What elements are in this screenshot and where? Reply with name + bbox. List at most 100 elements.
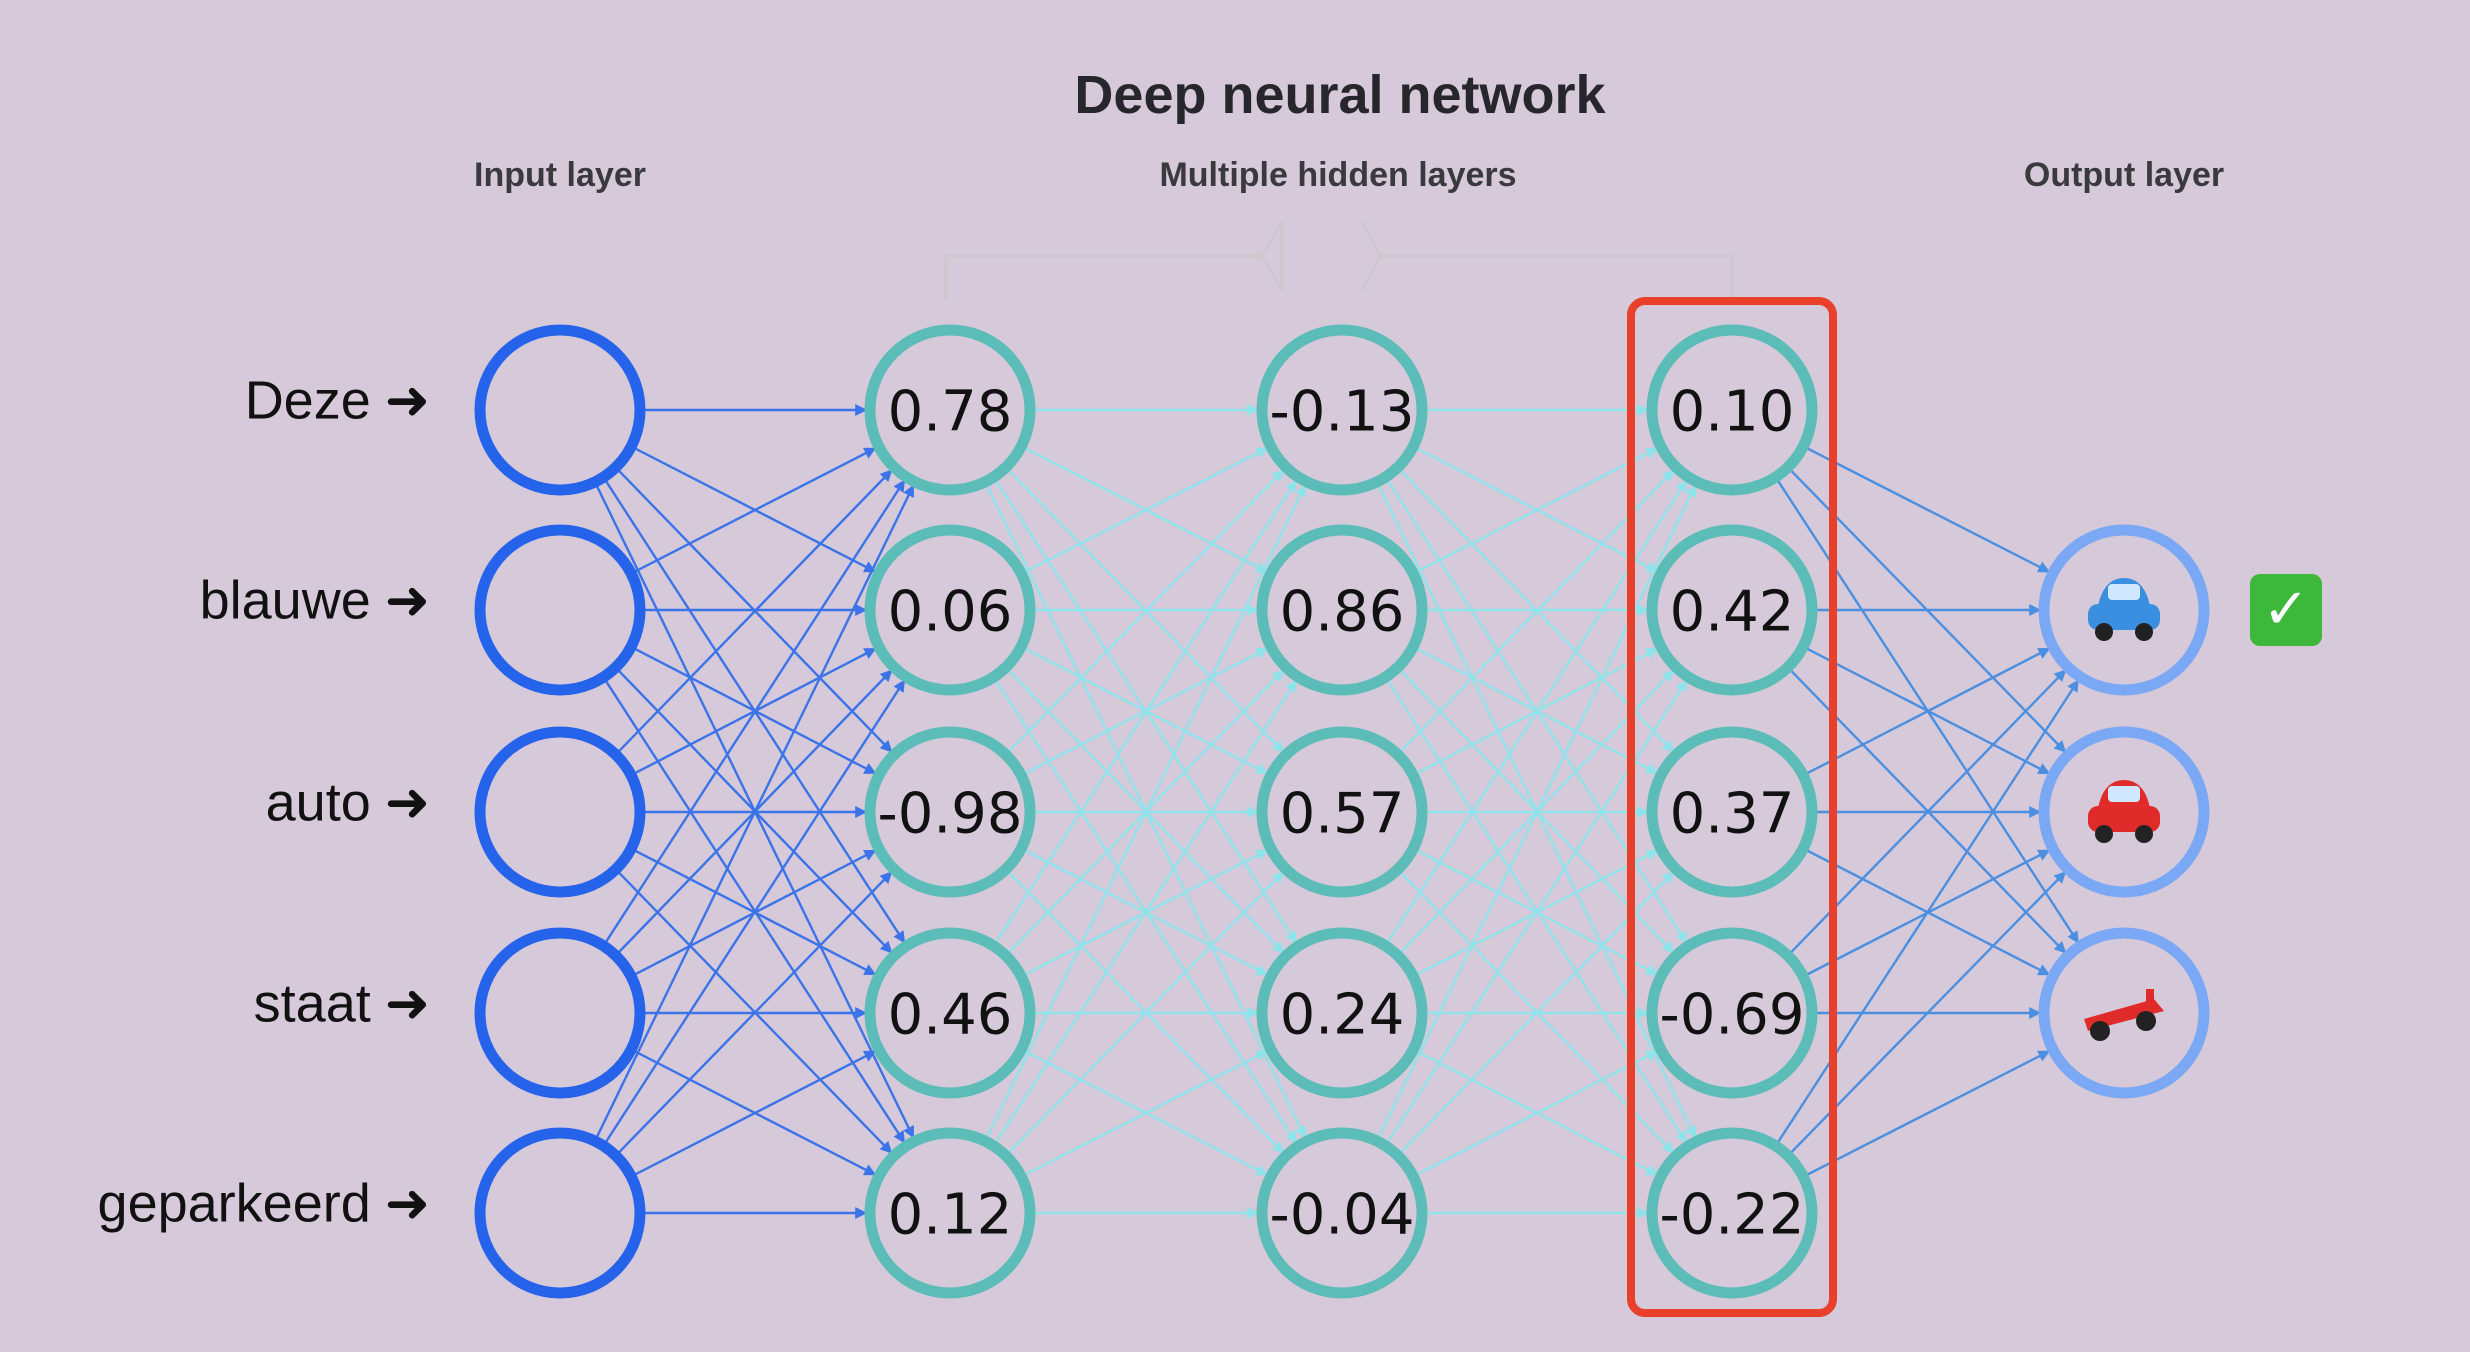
input-word-text: staat	[253, 973, 371, 1034]
hidden-value-l1-3: -0.98	[877, 781, 1023, 847]
page-title: Deep neural network	[1074, 65, 1606, 125]
edge-hidden-hidden	[1412, 847, 1659, 976]
edge-input-hidden	[614, 868, 893, 1154]
edge-input-hidden	[630, 847, 877, 976]
input-node-3	[474, 726, 646, 898]
input-word-4: staat ➜	[254, 972, 430, 1035]
edge-hidden-output	[1802, 647, 2051, 777]
hidden-value-l3-5: -0.22	[1659, 1182, 1805, 1248]
edge-hidden-output	[1802, 1050, 2051, 1178]
hidden-value-l1-5: 0.12	[887, 1182, 1013, 1248]
input-node-5	[474, 1127, 646, 1299]
edge-input-hidden	[614, 469, 893, 756]
edge-hidden-hidden	[1412, 445, 1659, 573]
red-car-icon	[2088, 780, 2160, 843]
hidden-value-l2-1: -0.13	[1269, 379, 1415, 445]
edge-input-hidden	[630, 445, 877, 573]
edge-hidden-hidden	[1020, 647, 1269, 777]
edge-hidden-hidden	[1384, 479, 1688, 947]
input-node-4	[474, 927, 646, 1099]
edge-input-hidden	[630, 447, 877, 575]
hidden-value-l2-5: -0.04	[1269, 1182, 1415, 1248]
hidden-value-l3-4: -0.69	[1659, 982, 1805, 1048]
edge-hidden-hidden	[1020, 1048, 1269, 1176]
input-word-5: geparkeerd ➜	[98, 1172, 430, 1235]
right-arrow-icon: ➜	[384, 568, 430, 632]
edge-hidden-hidden	[984, 484, 1307, 1142]
right-arrow-icon: ➜	[384, 971, 430, 1035]
edge-hidden-hidden	[1005, 868, 1285, 1154]
hidden-value-l3-1: 0.10	[1669, 379, 1795, 445]
hidden-value-l1-1: 0.78	[887, 379, 1013, 445]
edge-hidden-hidden	[1020, 1050, 1269, 1178]
hidden-node-l1-5	[864, 1127, 1036, 1299]
hidden-node-l1-2	[864, 524, 1036, 696]
edge-hidden-hidden	[1384, 679, 1688, 1147]
input-word-text: blauwe	[199, 570, 371, 631]
hidden-node-l3-5	[1646, 1127, 1818, 1299]
checkmark-icon: ✓	[2250, 574, 2322, 646]
hidden-value-l2-4: 0.24	[1279, 982, 1405, 1048]
hidden-value-l2-3: 0.57	[1279, 781, 1405, 847]
edge-input-hidden	[630, 1048, 877, 1176]
edge-hidden-output	[1802, 445, 2051, 573]
hidden-node-l2-3	[1256, 726, 1428, 898]
edge-hidden-hidden	[1384, 676, 1688, 1144]
right-arrow-icon: ➜	[384, 368, 430, 432]
hidden-value-l3-2: 0.42	[1669, 579, 1795, 645]
output-layer-label: Output layer	[2023, 156, 2225, 194]
input-node-2	[474, 524, 646, 696]
input-word-2: blauwe ➜	[200, 569, 430, 632]
edge-input-hidden	[593, 484, 915, 1142]
nodes	[474, 324, 2210, 1299]
hidden-node-l2-5	[1256, 1127, 1428, 1299]
highlighted-hidden-layer	[1627, 297, 1837, 1317]
edge-hidden-hidden	[1375, 484, 1697, 1142]
edge-hidden-hidden	[1020, 445, 1269, 573]
edge-hidden-hidden	[1412, 447, 1659, 575]
hidden-node-l3-4	[1646, 927, 1818, 1099]
hidden-value-l1-4: 0.46	[887, 982, 1013, 1048]
racing-car-icon	[2084, 989, 2164, 1041]
edge-hidden-hidden	[992, 676, 1298, 1144]
hidden-node-l1-3	[864, 726, 1036, 898]
edge-hidden-hidden	[1004, 469, 1285, 756]
edge-hidden-hidden	[992, 479, 1298, 947]
right-arrow-icon: ➜	[384, 1171, 430, 1235]
hidden-layers-label: Multiple hidden layers	[1159, 156, 1517, 194]
input-word-text: auto	[265, 772, 371, 833]
edge-hidden-hidden	[1005, 871, 1285, 1157]
edge-input-hidden	[630, 645, 877, 775]
hidden-node-l2-4	[1256, 927, 1428, 1099]
hidden-node-l1-1	[864, 324, 1036, 496]
hidden-value-l1-2: 0.06	[887, 579, 1013, 645]
hidden-value-l2-2: 0.86	[1279, 579, 1405, 645]
input-word-1: Deze ➜	[245, 369, 430, 432]
edge-input-hidden	[602, 479, 906, 947]
input-word-text: geparkeerd	[97, 1173, 371, 1234]
hidden-node-l3-3	[1646, 726, 1818, 898]
edge-hidden-hidden	[1412, 1050, 1659, 1178]
edge-input-hidden	[630, 647, 877, 777]
edge-input-hidden	[602, 679, 906, 1147]
edge-hidden-hidden	[1004, 666, 1285, 954]
input-word-text: Deze	[244, 370, 371, 431]
input-word-3: auto ➜	[266, 771, 430, 834]
edge-hidden-output	[1774, 679, 2080, 1147]
right-arrow-icon: ➜	[384, 770, 430, 834]
connections	[593, 404, 2080, 1219]
edge-input-hidden	[602, 676, 906, 1144]
edge-input-hidden	[630, 1050, 877, 1178]
edge-hidden-output	[1802, 645, 2051, 775]
blue-car-icon	[2088, 578, 2160, 641]
input-node-1	[474, 324, 646, 496]
hidden-node-l3-1	[1646, 324, 1818, 496]
input-layer-label: Input layer	[474, 156, 646, 194]
edge-hidden-hidden	[1020, 847, 1269, 976]
edge-hidden-hidden	[1412, 645, 1659, 775]
hidden-node-l2-1	[1256, 324, 1428, 496]
hidden-node-l2-2	[1256, 524, 1428, 696]
edge-hidden-output	[1802, 847, 2051, 976]
